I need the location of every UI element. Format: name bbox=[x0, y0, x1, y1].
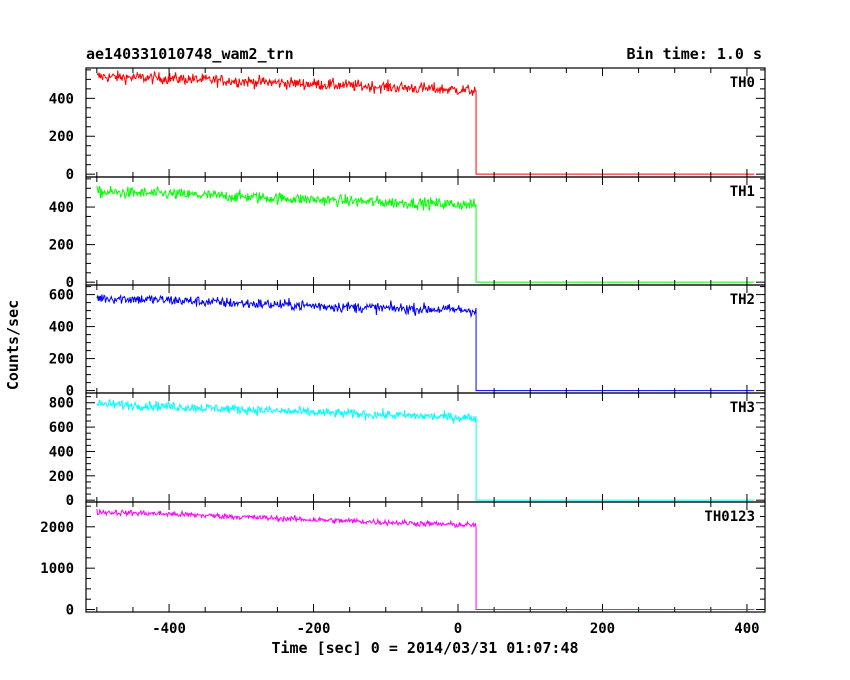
y-tick-label: 200 bbox=[49, 469, 74, 485]
series-line-th0 bbox=[96, 70, 755, 175]
y-tick-label: 0 bbox=[66, 384, 74, 400]
y-tick-label: 600 bbox=[49, 288, 74, 304]
panel-frame bbox=[85, 501, 766, 613]
y-axis-label: Counts/sec bbox=[4, 300, 22, 390]
panel-label-th0123: TH0123 bbox=[704, 509, 755, 525]
y-tick-label: 200 bbox=[49, 352, 74, 368]
y-tick-label: 0 bbox=[66, 493, 74, 509]
panel-th0: 0 200 400 TH0 bbox=[49, 67, 766, 183]
series-line-th2 bbox=[96, 294, 755, 392]
series-line-th3 bbox=[96, 398, 755, 501]
y-tick-label: 400 bbox=[49, 200, 74, 216]
y-tick-label: 0 bbox=[66, 603, 74, 619]
y-tick-label: 1000 bbox=[40, 561, 74, 577]
panel-th1: 0 200 400 TH1 bbox=[49, 176, 766, 291]
x-axis-label: Time [sec] 0 = 2014/03/31 01:07:48 bbox=[271, 639, 578, 657]
y-tick-label: 0 bbox=[66, 167, 74, 183]
x-tick-label: 200 bbox=[590, 621, 615, 637]
panel-th0123: 0 1000 2000 TH0123 bbox=[40, 501, 766, 619]
y-tick-label: 400 bbox=[49, 444, 74, 460]
y-tick-label: 400 bbox=[49, 91, 74, 107]
chart-title: ae140331010748_wam2_trn bbox=[86, 45, 294, 63]
panel-frame bbox=[85, 67, 766, 178]
panels-group: 0 200 400 TH0 0 200 400 TH1 0 200 400 600 TH2 0 200 400… bbox=[40, 67, 766, 637]
y-tick-label: 800 bbox=[49, 396, 74, 412]
bin-time-label: Bin time: 1.0 s bbox=[627, 45, 762, 63]
x-tick-label: -200 bbox=[297, 621, 331, 637]
y-tick-label: 0 bbox=[66, 275, 74, 291]
x-tick-label: 400 bbox=[734, 621, 759, 637]
panel-th2: 0 200 400 600 TH2 bbox=[49, 284, 766, 400]
series-line-th1 bbox=[96, 185, 755, 283]
y-tick-label: 2000 bbox=[40, 520, 74, 536]
panel-label-th0: TH0 bbox=[730, 75, 755, 91]
panel-label-th1: TH1 bbox=[730, 184, 755, 200]
panel-th3: 0 200 400 600 800 TH3 bbox=[49, 392, 766, 509]
y-tick-label: 600 bbox=[49, 420, 74, 436]
x-tick-label: 0 bbox=[454, 621, 462, 637]
x-tick-label: -400 bbox=[152, 621, 186, 637]
y-tick-label: 200 bbox=[49, 129, 74, 145]
y-tick-label: 400 bbox=[49, 320, 74, 336]
panel-label-th3: TH3 bbox=[730, 400, 755, 416]
y-tick-label: 200 bbox=[49, 238, 74, 254]
panel-frame bbox=[85, 392, 766, 503]
series-line-th0123 bbox=[96, 508, 755, 611]
panel-label-th2: TH2 bbox=[730, 292, 755, 308]
